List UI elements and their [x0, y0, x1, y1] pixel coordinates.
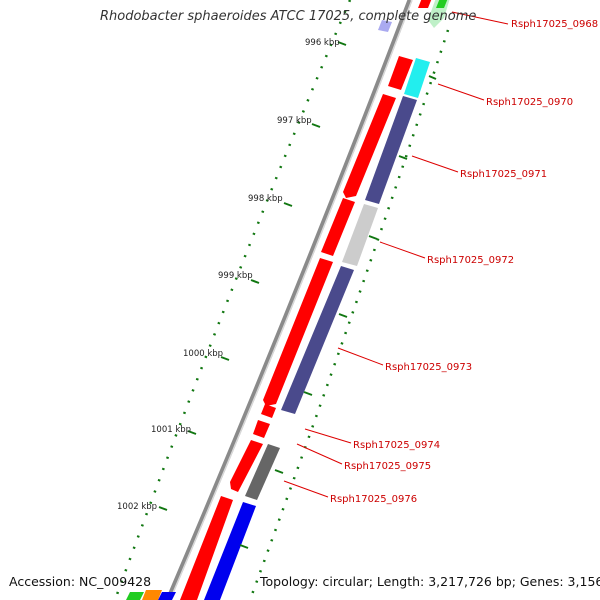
- leader-line: [379, 241, 426, 259]
- cds-feature[interactable]: [142, 590, 162, 600]
- track-tick: [368, 235, 378, 240]
- gene-label[interactable]: Rsph17025_0976: [330, 494, 417, 505]
- gene-label-leaders: [283, 11, 509, 498]
- ruler-tick: [220, 356, 230, 361]
- gene-labels: Rsph17025_0968 Rsph17025_0970 Rsph17025_…: [330, 19, 598, 505]
- leader-line: [451, 11, 509, 25]
- ruler-tick: [283, 202, 293, 207]
- ruler-tick-label: 1000 kbp: [183, 349, 223, 359]
- leader-line: [437, 83, 485, 101]
- cds-feature[interactable]: [261, 404, 276, 418]
- genome-title: Rhodobacter sphaeroides ATCC 17025, comp…: [100, 9, 477, 24]
- ruler-tick-label: 996 kbp: [305, 38, 340, 48]
- track-tick: [239, 544, 249, 549]
- gene-label[interactable]: Rsph17025_0973: [385, 362, 472, 373]
- track-tick: [338, 313, 348, 318]
- gene-label[interactable]: Rsph17025_0970: [486, 97, 573, 108]
- cds-feature[interactable]: [245, 444, 280, 500]
- cds-feature[interactable]: [281, 266, 354, 414]
- genome-backbone-highlight: [169, 0, 413, 600]
- gene-label[interactable]: Rsph17025_0972: [427, 255, 514, 266]
- ruler-ticks: 996 kbp 997 kbp 998 kbp 999 kbp 1000 kbp…: [117, 38, 347, 512]
- ruler-tick-label: 998 kbp: [248, 194, 283, 204]
- track-tick: [428, 75, 437, 80]
- cds-feature[interactable]: [365, 96, 417, 204]
- ruler-tick-label: 1001 kbp: [151, 425, 191, 435]
- topology-text: Topology: circular; Length: 3,217,726 bp…: [260, 574, 600, 589]
- ruler-tick-label: 1002 kbp: [117, 502, 157, 512]
- ruler-dotted-arc: [113, 0, 352, 600]
- track-tick: [274, 469, 284, 474]
- accession-text: Accession: NC_009428: [9, 574, 152, 589]
- genome-backbone: [165, 0, 413, 600]
- outer-track-ticks: [239, 75, 437, 549]
- track-tick: [303, 391, 313, 396]
- cds-feature[interactable]: [321, 198, 355, 256]
- cds-feature[interactable]: [204, 502, 256, 600]
- cds-feature[interactable]: [263, 258, 333, 406]
- cds-feature[interactable]: [378, 20, 392, 32]
- cds-feature[interactable]: [253, 420, 270, 438]
- ruler-tick: [337, 41, 347, 46]
- cds-feature[interactable]: [126, 592, 144, 600]
- leader-line: [411, 155, 459, 173]
- cds-feature[interactable]: [342, 204, 378, 266]
- cds-feature[interactable]: [436, 0, 448, 8]
- gene-label[interactable]: Rsph17025_0974: [353, 440, 440, 451]
- ruler-tick-label: 999 kbp: [218, 271, 253, 281]
- ruler-tick-label: 997 kbp: [277, 116, 312, 126]
- cds-feature[interactable]: [230, 440, 263, 492]
- cds-track-forward: [180, 0, 432, 600]
- leader-line: [337, 347, 384, 366]
- cds-feature[interactable]: [404, 58, 430, 98]
- leader-line: [296, 443, 343, 465]
- cds-feature[interactable]: [343, 94, 396, 198]
- cds-feature[interactable]: [418, 0, 432, 8]
- cds-feature[interactable]: [388, 56, 413, 90]
- cds-feature[interactable]: [180, 496, 233, 600]
- gene-label[interactable]: Rsph17025_0971: [460, 169, 547, 180]
- cds-feature[interactable]: [158, 592, 176, 600]
- gene-label[interactable]: Rsph17025_0968: [511, 19, 598, 30]
- gene-label[interactable]: Rsph17025_0975: [344, 461, 431, 472]
- ruler-tick: [311, 123, 321, 128]
- ruler-tick: [250, 279, 260, 284]
- leader-line: [283, 480, 329, 498]
- ruler-tick: [158, 506, 168, 511]
- track-tick: [398, 155, 408, 160]
- cds-track-reverse: [126, 0, 450, 600]
- leader-line: [304, 428, 352, 444]
- ruler-tick: [187, 430, 197, 435]
